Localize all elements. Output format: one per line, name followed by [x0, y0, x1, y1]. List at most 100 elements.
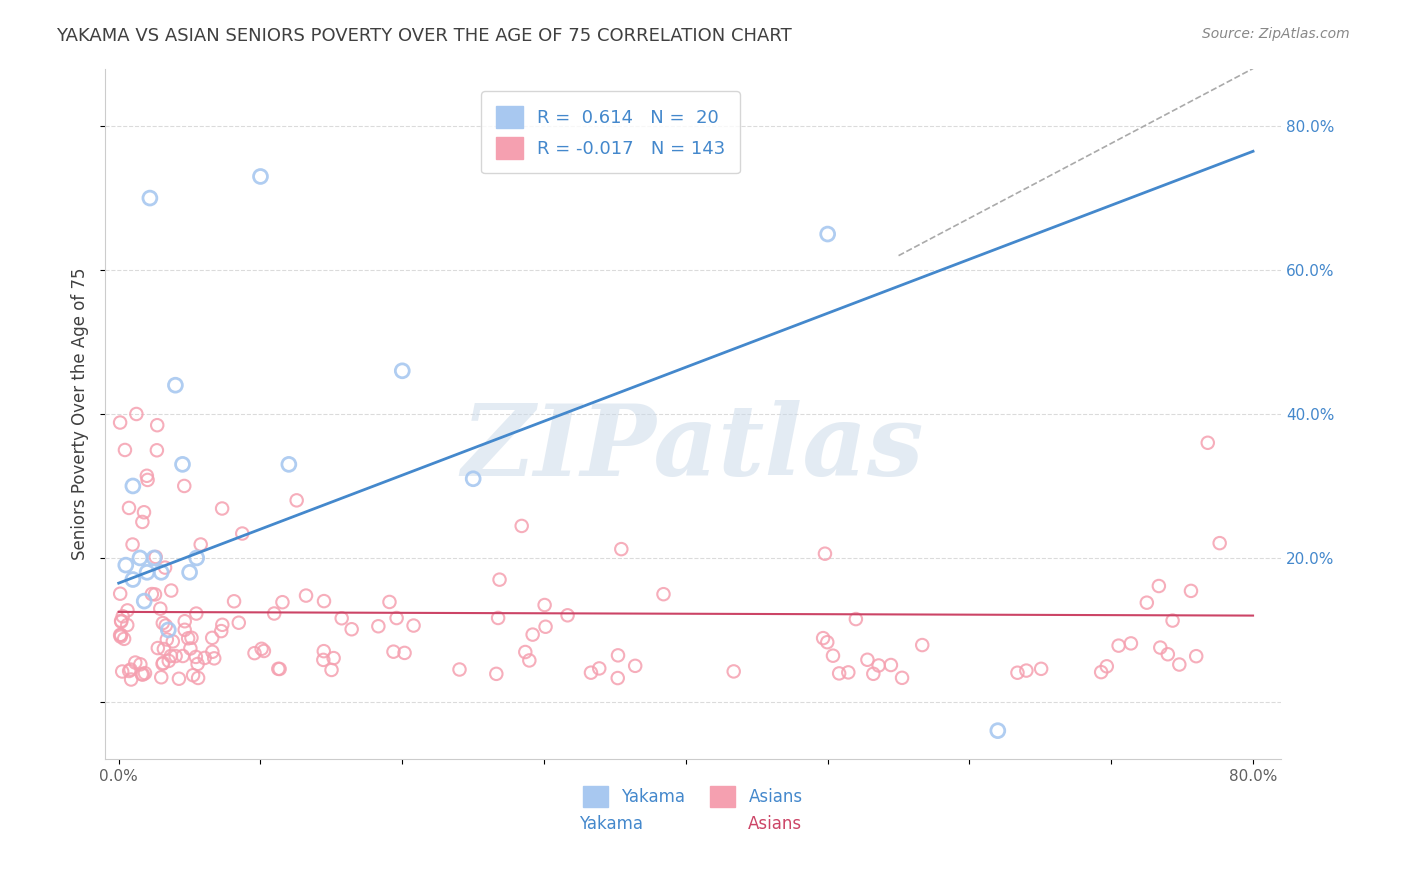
Point: [179, 641, 201, 656]
Point: [157, 654, 180, 668]
Point: [1161, 614, 1184, 628]
Point: [143, 550, 166, 565]
Point: [277, 458, 299, 472]
Point: [862, 666, 884, 681]
Point: [815, 635, 838, 649]
Point: [652, 587, 675, 601]
Point: [181, 668, 204, 682]
Point: [891, 671, 914, 685]
Point: [1095, 659, 1118, 673]
Point: [118, 500, 141, 515]
Point: [828, 666, 851, 681]
Point: [533, 598, 555, 612]
Point: [607, 648, 630, 663]
Point: [817, 227, 839, 241]
Point: [312, 653, 335, 667]
Point: [153, 642, 176, 657]
Point: [263, 607, 285, 621]
Point: [146, 641, 169, 656]
Point: [211, 501, 233, 516]
Point: [610, 542, 633, 557]
Point: [141, 587, 163, 601]
Point: [187, 657, 209, 671]
Point: [367, 619, 389, 633]
Point: [1136, 596, 1159, 610]
Point: [134, 666, 156, 681]
Point: [391, 364, 413, 378]
Point: [177, 632, 200, 646]
Point: [382, 645, 405, 659]
Point: [172, 458, 194, 472]
Point: [132, 505, 155, 519]
Point: [156, 632, 179, 647]
Point: [112, 632, 135, 646]
Point: [201, 645, 224, 659]
Point: [131, 667, 153, 681]
Point: [845, 612, 868, 626]
Point: [588, 661, 610, 675]
Point: [129, 657, 152, 672]
Point: [488, 573, 510, 587]
Point: [117, 603, 139, 617]
Point: [868, 658, 890, 673]
Point: [267, 662, 290, 676]
Point: [312, 594, 335, 608]
Point: [187, 671, 209, 685]
Point: [579, 665, 602, 680]
Point: [222, 594, 245, 608]
Point: [120, 673, 142, 687]
Point: [122, 573, 145, 587]
Point: [184, 649, 207, 664]
Point: [129, 550, 152, 565]
Point: [1029, 662, 1052, 676]
Point: [117, 618, 139, 632]
Point: [250, 641, 273, 656]
Point: [295, 589, 318, 603]
Point: [1185, 649, 1208, 664]
Point: [136, 566, 159, 580]
Point: [1208, 536, 1230, 550]
Point: [517, 653, 540, 667]
Point: [243, 646, 266, 660]
Y-axis label: Seniors Poverty Over the Age of 75: Seniors Poverty Over the Age of 75: [72, 268, 89, 560]
Point: [880, 658, 903, 673]
Legend: Yakama, Asians: Yakama, Asians: [576, 780, 810, 814]
Point: [110, 628, 132, 642]
Point: [186, 550, 208, 565]
Point: [110, 614, 132, 628]
Point: [201, 631, 224, 645]
Point: [1168, 657, 1191, 672]
Point: [108, 628, 131, 642]
Point: [165, 378, 187, 392]
Point: [149, 601, 172, 615]
Text: Yakama: Yakama: [579, 814, 643, 833]
Point: [1119, 636, 1142, 650]
Point: [340, 622, 363, 636]
Point: [165, 648, 187, 663]
Point: [534, 620, 557, 634]
Point: [837, 665, 859, 680]
Point: [209, 624, 232, 639]
Point: [1090, 665, 1112, 680]
Point: [285, 493, 308, 508]
Point: [124, 656, 146, 670]
Text: Source: ZipAtlas.com: Source: ZipAtlas.com: [1202, 27, 1350, 41]
Text: Asians: Asians: [748, 814, 803, 833]
Point: [821, 648, 844, 663]
Point: [557, 608, 579, 623]
Point: [814, 547, 837, 561]
Point: [152, 657, 174, 671]
Point: [911, 638, 934, 652]
Point: [486, 611, 509, 625]
Point: [1147, 579, 1170, 593]
Point: [1149, 640, 1171, 655]
Point: [173, 623, 195, 637]
Point: [114, 442, 136, 457]
Point: [118, 664, 141, 678]
Point: [269, 662, 291, 676]
Point: [515, 645, 537, 659]
Point: [624, 658, 647, 673]
Point: [385, 611, 408, 625]
Text: YAKAMA VS ASIAN SENIORS POVERTY OVER THE AGE OF 75 CORRELATION CHART: YAKAMA VS ASIAN SENIORS POVERTY OVER THE…: [56, 27, 792, 45]
Point: [1157, 647, 1180, 661]
